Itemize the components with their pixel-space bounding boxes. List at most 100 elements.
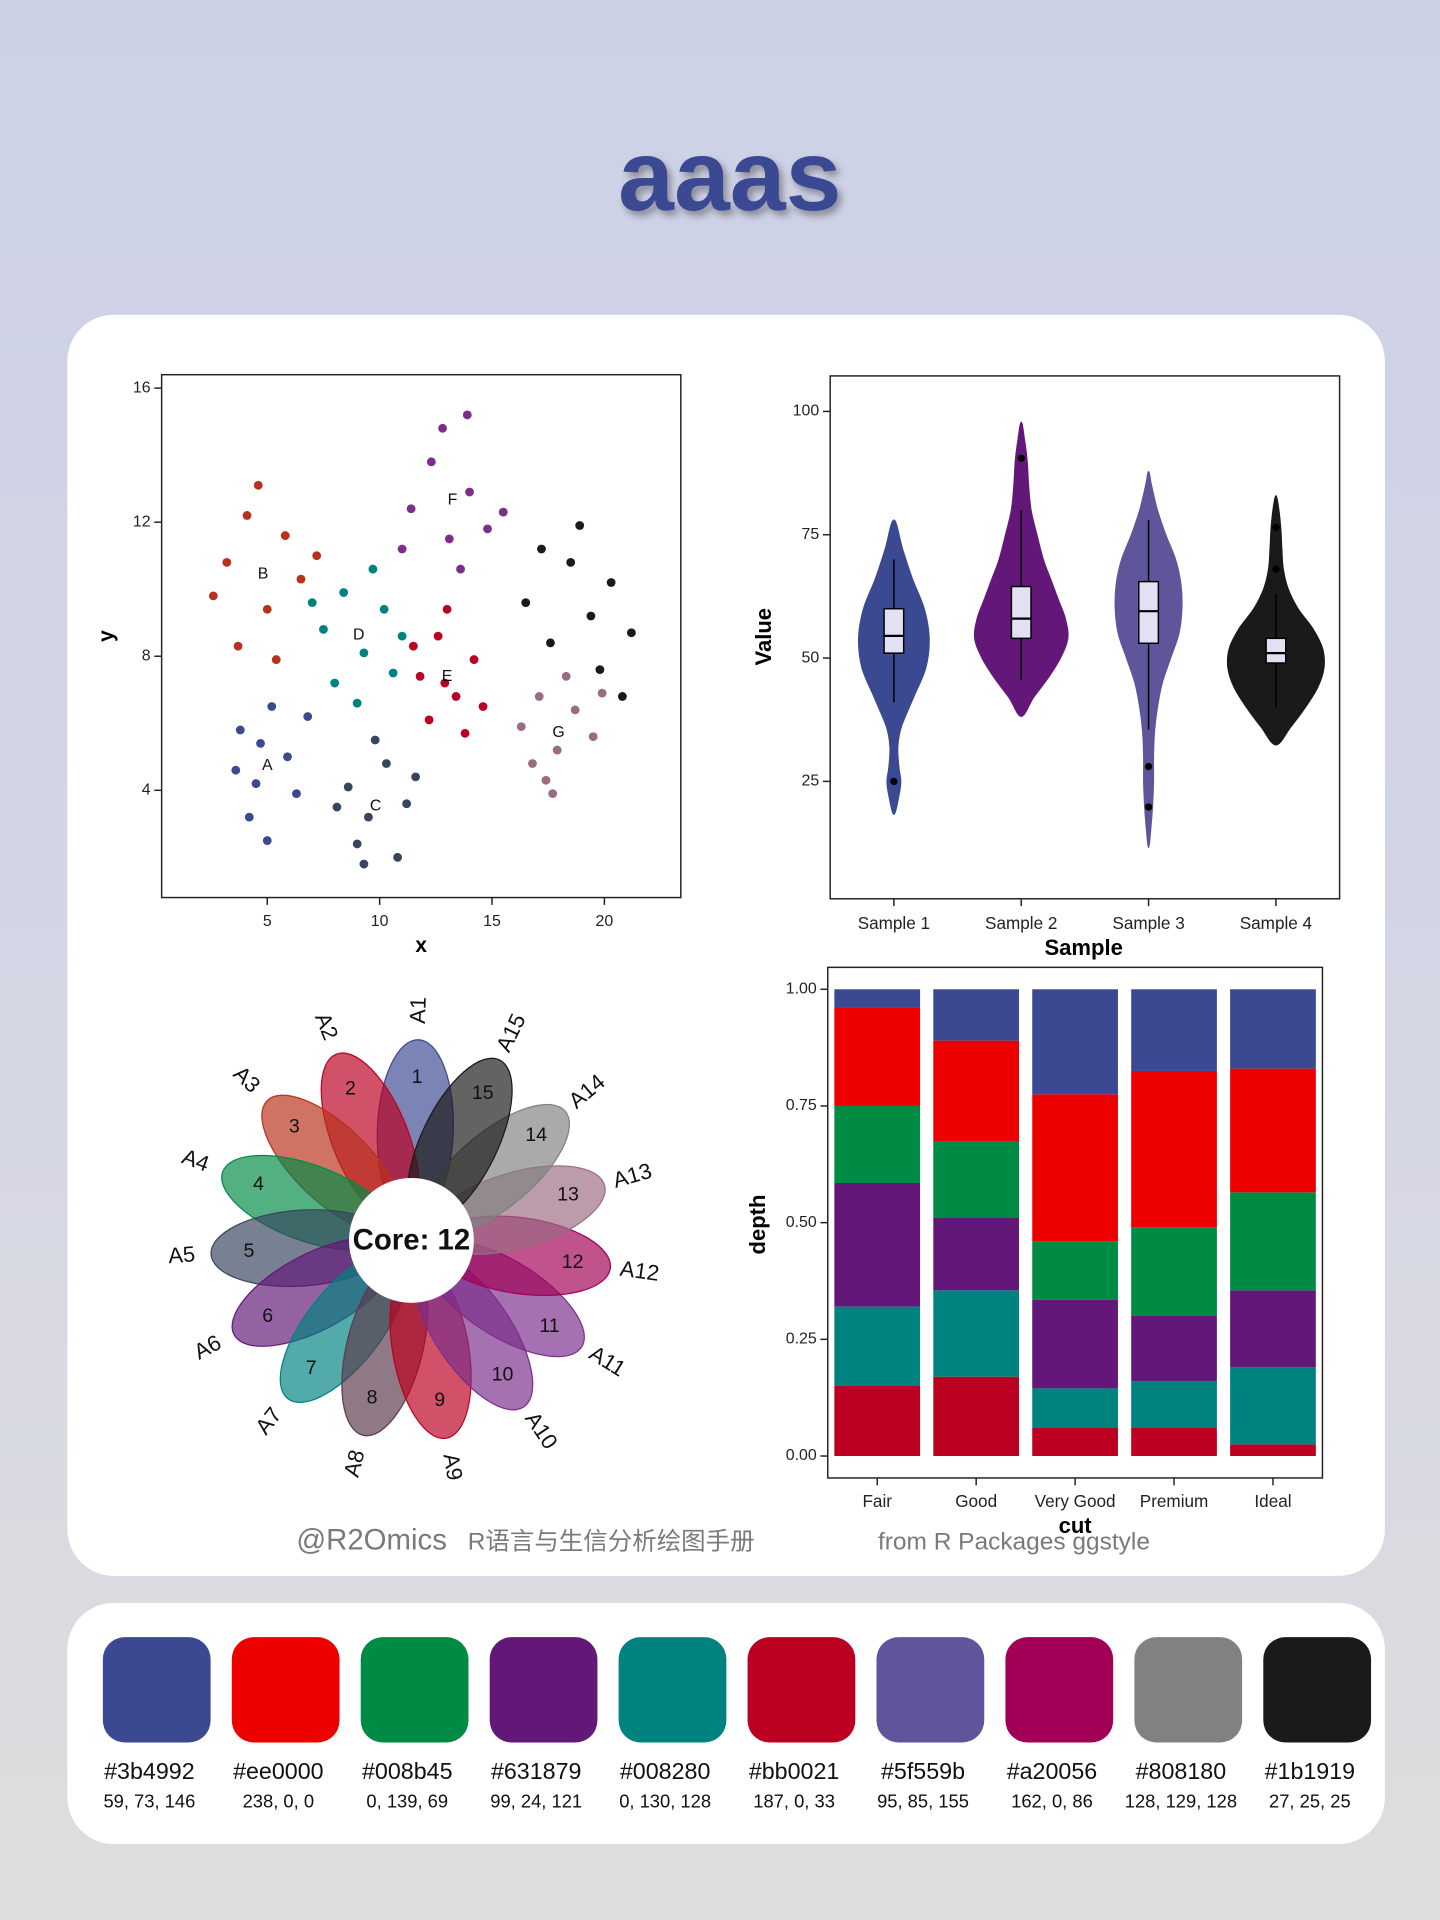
x-tick-label: Sample 4 xyxy=(1240,913,1313,933)
x-tick-label: Very Good xyxy=(1035,1491,1116,1511)
y-tick-label: 50 xyxy=(801,649,819,666)
scatter-point xyxy=(469,655,479,664)
x-tick-label: 15 xyxy=(483,913,501,930)
swatch-hex: #3b4992 xyxy=(104,1758,195,1784)
swatch-hex: #631879 xyxy=(491,1758,582,1784)
petal-count: 11 xyxy=(539,1315,559,1337)
x-tick-label: Premium xyxy=(1140,1491,1209,1511)
y-tick-label: 75 xyxy=(801,526,819,543)
scatter-point xyxy=(597,688,607,698)
outlier xyxy=(1272,565,1280,573)
box xyxy=(883,608,905,654)
scatter-point xyxy=(442,604,452,614)
bar-segment xyxy=(1131,1381,1217,1429)
petal-label: A1 xyxy=(405,996,431,1024)
color-swatch xyxy=(876,1637,985,1743)
core xyxy=(348,1177,474,1303)
scatter-point xyxy=(406,504,416,514)
scatter-point xyxy=(370,735,380,745)
scatter-point xyxy=(444,534,454,544)
petal-count: 8 xyxy=(367,1387,378,1409)
x-tick-label: Sample 3 xyxy=(1112,913,1184,933)
scatter-point xyxy=(411,772,421,782)
color-swatch xyxy=(1263,1637,1372,1743)
page-title: aaas xyxy=(618,120,841,232)
color-swatch xyxy=(618,1637,727,1743)
scatter-point xyxy=(433,631,443,641)
x-tick-label: Sample 1 xyxy=(858,913,930,933)
bar-segment xyxy=(834,1007,921,1106)
y-tick-label: 16 xyxy=(133,379,151,396)
scatter-point xyxy=(462,410,472,420)
plot-frame xyxy=(829,375,1341,900)
swatch-rgb: 162, 0, 86 xyxy=(1011,1790,1093,1811)
petal-count: 1 xyxy=(412,1066,423,1088)
y-axis-title: y xyxy=(95,630,118,642)
box xyxy=(1138,580,1160,645)
x-axis-title: cut xyxy=(1059,1513,1093,1538)
scatter-point xyxy=(271,655,281,664)
scatter-point xyxy=(438,423,447,433)
scatter-point xyxy=(402,799,412,809)
x-tick-label: 10 xyxy=(371,913,389,930)
scatter-point xyxy=(575,521,585,530)
scatter-point xyxy=(303,712,313,721)
cluster-label: E xyxy=(442,668,453,685)
bar-segment xyxy=(1131,1316,1217,1382)
scatter-point xyxy=(368,564,378,574)
scatter-point xyxy=(283,752,292,762)
footer-source: from R Packages ggstyle xyxy=(878,1528,1150,1555)
scatter-point xyxy=(498,507,508,517)
bar-segment xyxy=(933,1140,1020,1218)
bar-segment xyxy=(1131,1428,1217,1457)
color-swatch xyxy=(747,1637,856,1743)
x-axis-title: x xyxy=(415,934,427,957)
y-tick-label: 12 xyxy=(133,513,151,530)
y-axis-title: Value xyxy=(751,608,776,666)
scatter-point xyxy=(244,812,254,822)
petal-label: A5 xyxy=(167,1241,196,1268)
swatch-rgb: 0, 139, 69 xyxy=(366,1790,448,1811)
outlier xyxy=(1017,454,1025,462)
cluster-label: F xyxy=(448,492,458,509)
scatter-point xyxy=(528,759,537,768)
bar-segment xyxy=(1230,1068,1316,1193)
x-tick-label: 5 xyxy=(263,913,272,930)
scatter-point xyxy=(222,557,232,567)
bar-segment xyxy=(1032,1428,1118,1457)
scatter-point xyxy=(460,728,470,738)
x-tick-label: Sample 2 xyxy=(985,913,1057,933)
bar-segment xyxy=(1131,1227,1217,1317)
scatter-point xyxy=(566,557,576,567)
scatter-point xyxy=(256,738,265,748)
x-axis-title: Sample xyxy=(1044,935,1122,960)
swatch-rgb: 99, 24, 121 xyxy=(490,1790,582,1811)
scatter-point xyxy=(231,765,241,775)
scatter-point xyxy=(478,702,488,711)
scatter-point xyxy=(561,671,571,681)
bar-segment xyxy=(834,1386,921,1457)
cluster-label: C xyxy=(370,797,382,814)
scatter-point xyxy=(408,641,418,651)
petal-count: 15 xyxy=(472,1082,494,1104)
scatter-point xyxy=(381,759,391,768)
cluster-label: G xyxy=(552,724,564,741)
swatch-hex: #008b45 xyxy=(362,1758,453,1784)
y-tick-label: 0.75 xyxy=(786,1097,817,1114)
scatter-point xyxy=(397,631,407,641)
color-swatch xyxy=(231,1637,340,1743)
bar-segment xyxy=(1032,1388,1118,1429)
petal-count: 14 xyxy=(525,1124,547,1146)
color-swatch xyxy=(360,1637,469,1743)
scatter-point xyxy=(548,789,558,799)
bar-segment xyxy=(1230,989,1316,1069)
scatter-point xyxy=(626,628,636,638)
scatter-point xyxy=(440,678,450,688)
core-label: Core: 12 xyxy=(353,1223,471,1256)
bar-segment xyxy=(1032,989,1118,1095)
box xyxy=(1010,585,1032,640)
scatter-point xyxy=(617,692,627,701)
scatter-point xyxy=(208,591,218,601)
bar-segment xyxy=(834,1182,921,1307)
scatter-point xyxy=(363,812,373,822)
